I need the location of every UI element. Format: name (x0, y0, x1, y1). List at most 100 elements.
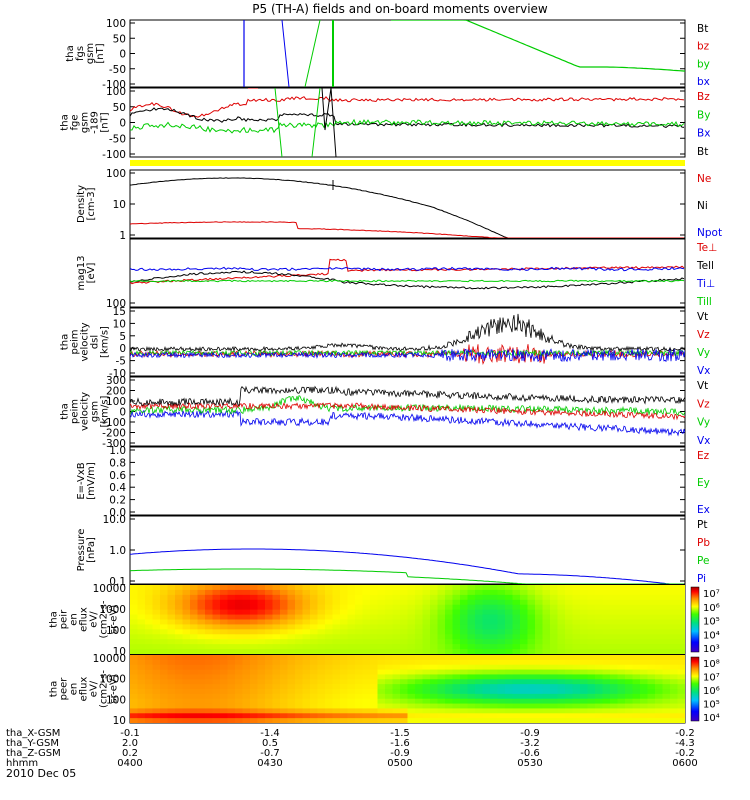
electron-spectrogram-cell (610, 684, 619, 690)
panel-9-ylabel: eflux (79, 607, 90, 632)
panel-5-ylabel: [km/s] (100, 326, 111, 358)
electron-spectrogram-cell (347, 655, 356, 661)
electron-spectrogram-cell (572, 718, 581, 723)
legend-Ti⊥: Ti⊥ (696, 278, 715, 290)
ion-spectrogram-cell (475, 649, 484, 654)
ion-spectrogram-cell (137, 644, 146, 650)
electron-spectrogram-cell (287, 655, 296, 661)
ion-spectrogram-cell (272, 594, 281, 601)
panel-5-ytick: 15 (113, 306, 126, 318)
electron-spectrogram-cell (467, 693, 476, 700)
ion-spectrogram-cell (227, 619, 236, 626)
ion-spectrogram-cell (347, 634, 356, 640)
date-label: 2010 Dec 05 (6, 767, 76, 780)
ion-spectrogram-cell (145, 609, 154, 616)
panel-6-ylabel: [km/s] (100, 395, 111, 427)
electron-spectrogram-cell (640, 713, 649, 719)
electron-spectrogram-cell (235, 693, 244, 700)
panel-10-ylabel: (cm2-s- (99, 670, 110, 708)
ion-spectrogram-cell (407, 614, 416, 621)
electron-spectrogram-cell (475, 689, 484, 695)
panel-7-ylabel: [mV/m] (86, 462, 97, 500)
ion-spectrogram-cell (445, 644, 454, 650)
panel-4-ytick: 100 (106, 298, 126, 310)
ion-spectrogram-cell (272, 629, 281, 635)
electron-spectrogram-cell (467, 659, 476, 666)
ion-spectrogram-cell (160, 609, 169, 616)
panel-3-ylabel: Density (76, 185, 87, 223)
electron-spectrogram-cell (190, 708, 199, 714)
electron-spectrogram-cell (535, 664, 544, 671)
electron-spectrogram-cell (625, 669, 634, 676)
ion-spectrogram-cell (377, 634, 386, 640)
electron-spectrogram-cell (632, 655, 641, 661)
ion-spectrogram-cell (257, 624, 266, 630)
electron-spectrogram-cell (565, 655, 574, 661)
ion-spectrogram-cell (422, 594, 431, 601)
electron-spectrogram-cell (197, 698, 206, 705)
electron-spectrogram-cell (640, 669, 649, 676)
ion-spectrogram-cell (220, 604, 229, 611)
ion-spectrogram-cell (460, 585, 469, 591)
ion-spectrogram-cell (362, 604, 371, 611)
ion-spectrogram-cell (130, 644, 139, 650)
ion-spectrogram-cell (452, 619, 461, 626)
ion-spectrogram-cell (452, 644, 461, 650)
ion-spectrogram-cell (310, 594, 319, 601)
ion-spectrogram-cell (160, 639, 169, 645)
ion-spectrogram-cell (370, 609, 379, 616)
panel-5-ytick: 0 (119, 343, 126, 355)
ion-spectrogram-cell (647, 644, 656, 650)
electron-spectrogram-cell (377, 684, 386, 690)
electron-spectrogram-cell (205, 664, 214, 671)
ion-spectrogram-cell (640, 594, 649, 601)
electron-spectrogram-cell (340, 674, 349, 680)
ion-spectrogram-cell (317, 614, 326, 621)
electron-spectrogram-cell (145, 659, 154, 666)
ion-spectrogram-cell (497, 619, 506, 626)
electron-spectrogram-cell (475, 679, 484, 685)
ion-spectrogram-cell (332, 585, 341, 591)
electron-spectrogram-cell (647, 693, 656, 700)
electron-spectrogram-cell (497, 698, 506, 705)
electron-spectrogram-cell (415, 674, 424, 680)
electron-spectrogram-cell (377, 718, 386, 723)
ion-spectrogram-cell (250, 604, 259, 611)
ion-spectrogram-cell (242, 629, 251, 635)
electron-spectrogram-cell (317, 718, 326, 723)
ion-spectrogram-cell (647, 589, 656, 596)
ion-spectrogram-cell (565, 585, 574, 591)
electron-spectrogram-cell (377, 655, 386, 661)
electron-spectrogram-cell (445, 718, 454, 723)
electron-spectrogram-cell (662, 659, 671, 666)
ion-spectrogram-cell (640, 629, 649, 635)
ion-spectrogram-cell (587, 614, 596, 621)
electron-spectrogram-cell (437, 664, 446, 671)
panel-10-ylabel: eV/ (89, 680, 100, 697)
ion-spectrogram-cell (235, 594, 244, 601)
electron-spectrogram-cell (317, 689, 326, 695)
ion-spectrogram-cell (430, 589, 439, 596)
ion-spectrogram-cell (640, 634, 649, 640)
electron-spectrogram-cell (632, 708, 641, 714)
ion-spectrogram-cell (452, 624, 461, 630)
electron-spectrogram-cell (370, 708, 379, 714)
electron-spectrogram-cell (137, 664, 146, 671)
electron-spectrogram-cell (400, 655, 409, 661)
panel-5-ytick: -10 (109, 368, 126, 380)
electron-spectrogram-cell (317, 684, 326, 690)
electron-spectrogram-cell (632, 698, 641, 705)
electron-spectrogram-cell (452, 659, 461, 666)
ion-spectrogram-cell (475, 644, 484, 650)
electron-spectrogram-cell (617, 674, 626, 680)
electron-spectrogram-cell (197, 708, 206, 714)
electron-spectrogram-cell (490, 703, 499, 710)
electron-spectrogram-cell (130, 684, 139, 690)
ion-spectrogram-cell (587, 604, 596, 611)
ion-spectrogram-cell (467, 629, 476, 635)
ion-spectrogram-cell (467, 589, 476, 596)
electron-spectrogram-cell (640, 655, 649, 661)
ion-spectrogram-cell (527, 644, 536, 650)
ion-spectrogram-cell (452, 594, 461, 601)
electron-spectrogram-cell (392, 713, 401, 719)
